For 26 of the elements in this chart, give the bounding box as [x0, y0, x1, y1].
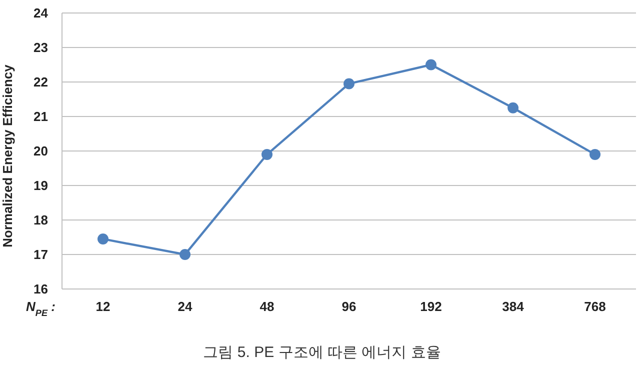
x-axis-title: N$_{PE}$ : [26, 299, 56, 318]
point [508, 102, 518, 114]
x-tick-label: 384 [502, 299, 525, 314]
point [180, 249, 190, 260]
point [590, 148, 600, 160]
text: 그림 5. PE 구조에 따른 에너지 효율 [203, 344, 441, 361]
x-tick-label: 48 [260, 299, 274, 314]
y-tick-label: 24 [34, 6, 49, 21]
y-tick-label: 16 [34, 282, 48, 297]
x-tick-label: 12 [96, 299, 110, 314]
point [344, 78, 354, 90]
y-tick-label: 23 [34, 40, 48, 56]
point [426, 59, 436, 70]
x-tick-label: 768 [584, 299, 606, 314]
y-tick-label: 20 [34, 144, 48, 159]
x-tick-label: 192 [420, 299, 442, 314]
y-tick-label: 19 [34, 178, 48, 194]
y-tick-label: 17 [34, 247, 48, 262]
y-tick-label: 18 [34, 212, 48, 228]
y-tick-label: 21 [34, 109, 48, 124]
point [262, 148, 272, 160]
x-tick-label: 96 [342, 299, 356, 314]
point [98, 233, 108, 244]
y-tick-label: 22 [34, 74, 48, 90]
x-tick-label: 24 [178, 299, 193, 314]
y-axis-title: Normalized Energy Efficiency [0, 64, 15, 248]
